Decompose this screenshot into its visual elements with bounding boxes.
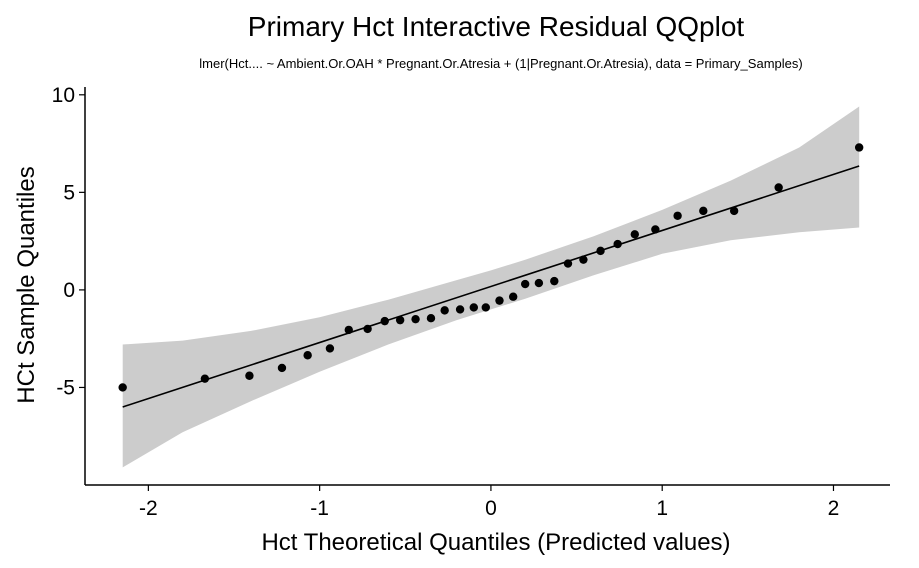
data-point xyxy=(380,316,389,326)
data-point xyxy=(277,363,287,373)
y-tick-label: 0 xyxy=(63,279,75,302)
data-point xyxy=(550,276,559,286)
reference-line xyxy=(122,165,860,408)
data-point xyxy=(651,225,660,234)
x-tick-label: 1 xyxy=(656,497,668,520)
points-layer xyxy=(118,143,864,392)
data-point xyxy=(596,246,605,256)
y-tick-label: 10 xyxy=(52,84,75,107)
data-point xyxy=(303,351,312,360)
y-tick-label: 5 xyxy=(63,181,75,204)
x-axis-title: Hct Theoretical Quantiles (Predicted val… xyxy=(261,529,730,556)
x-tick-label: -1 xyxy=(310,497,329,520)
data-point xyxy=(630,230,639,239)
data-point xyxy=(774,183,783,192)
data-point xyxy=(699,206,708,216)
data-point xyxy=(579,255,588,264)
chart-subtitle: lmer(Hct.... ~ Ambient.Or.OAH * Pregnant… xyxy=(199,56,802,71)
data-point xyxy=(469,303,478,312)
data-point xyxy=(673,211,682,220)
y-axis-title: HCt Sample Quantiles xyxy=(13,166,40,403)
x-tick-label: -2 xyxy=(139,497,158,520)
reference-line-layer xyxy=(122,165,860,408)
y-ticks-layer: -5 0 5 10 xyxy=(52,84,85,399)
data-point xyxy=(729,206,739,216)
data-point xyxy=(426,313,436,323)
data-point xyxy=(613,239,622,249)
chart-title: Primary Hct Interactive Residual QQplot xyxy=(248,11,745,42)
data-point xyxy=(520,279,530,289)
data-point xyxy=(245,371,254,380)
data-point xyxy=(395,315,405,325)
x-tick-label: 2 xyxy=(828,497,840,520)
x-ticks-layer: -2 -1 0 1 2 xyxy=(139,485,839,520)
data-point xyxy=(534,278,544,288)
data-point xyxy=(325,344,335,353)
data-point xyxy=(411,314,420,324)
data-point xyxy=(563,259,573,268)
data-point xyxy=(508,292,518,301)
data-point xyxy=(481,303,490,312)
data-point xyxy=(495,296,504,305)
data-point xyxy=(200,374,210,383)
data-point xyxy=(363,324,372,334)
data-point xyxy=(344,325,353,335)
data-point xyxy=(118,383,127,392)
axes-layer xyxy=(84,87,890,486)
x-tick-label: 0 xyxy=(485,497,497,520)
data-point xyxy=(854,143,864,152)
data-point xyxy=(440,306,449,315)
y-tick-label: -5 xyxy=(56,376,75,399)
data-point xyxy=(455,305,465,314)
